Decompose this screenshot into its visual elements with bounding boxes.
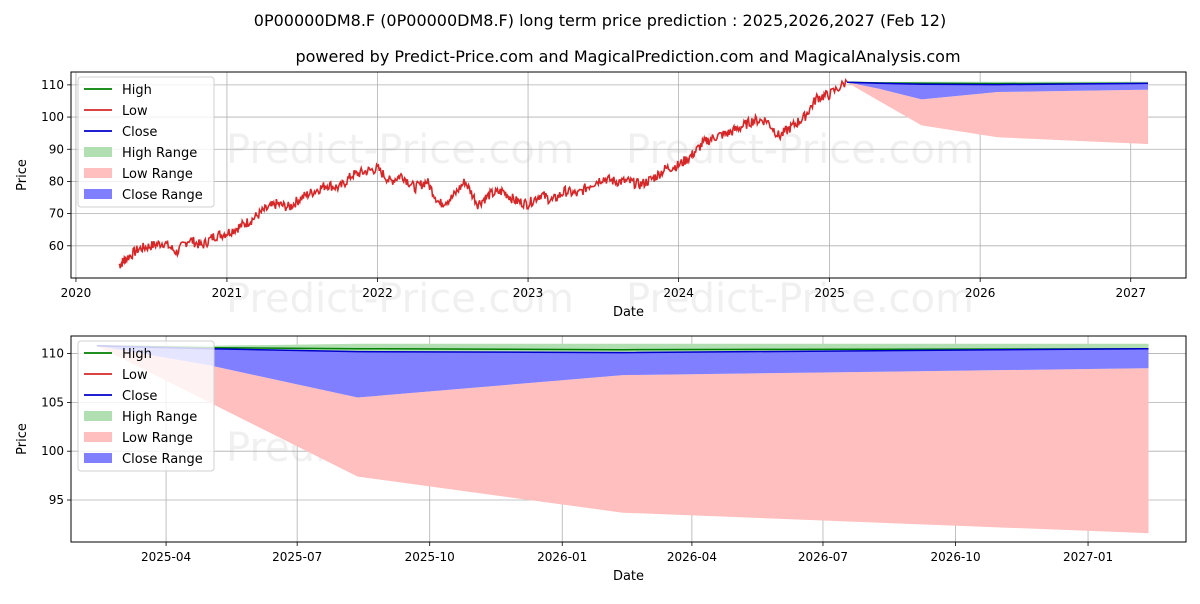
bottom-panel: Predict-Price.comPredict-Price.com2025-0…: [15, 335, 1187, 584]
legend-close-range-swatch: [84, 189, 112, 199]
y-tick-label: 100: [41, 110, 64, 124]
x-tick-label: 2026-01: [537, 550, 587, 564]
plot-area: [118, 77, 1149, 269]
x-tick-label: 2026-04: [667, 550, 717, 564]
legend-low-label: Low: [122, 104, 148, 119]
x-tick-label: 2022: [362, 286, 393, 300]
low-range-band: [846, 82, 1148, 145]
top-panel: Predict-Price.com Predict-Price.com Predic…: [15, 71, 1187, 322]
chart-title: 0P00000DM8.F (0P00000DM8.F) long term pr…: [254, 11, 946, 30]
close-range-band: [846, 82, 1148, 100]
y-tick-label: 95: [49, 493, 64, 507]
x-axis-label: Date: [613, 305, 644, 320]
y-tick-label: 105: [41, 395, 64, 409]
x-tick-label: 2021: [212, 286, 243, 300]
legend-close-range-label: Close Range: [122, 188, 203, 203]
legend-low-range-label: Low Range: [122, 431, 193, 446]
x-tick-label: 2024: [663, 286, 694, 300]
y-tick-label: 110: [41, 78, 64, 92]
legend-high-label: High: [122, 347, 152, 362]
legend-low-label: Low: [122, 368, 148, 383]
x-tick-label: 2025-07: [272, 550, 322, 564]
y-tick-label: 70: [49, 207, 64, 221]
y-axis-label: Price: [15, 423, 30, 455]
close-range-band: [96, 345, 1149, 398]
x-tick-label: 2025-10: [405, 550, 455, 564]
legend-low-range-swatch: [84, 432, 112, 442]
watermark-text: Predict-Price.com: [626, 127, 974, 173]
legend-high-range-swatch: [84, 411, 112, 421]
x-tick-label: 2025: [814, 286, 845, 300]
x-tick-label: 2027: [1115, 286, 1146, 300]
watermark-text: Predict-Price.com: [226, 276, 574, 322]
legend-close-range-label: Close Range: [122, 452, 203, 467]
legend-high-range-label: High Range: [122, 410, 197, 425]
legend-high-label: High: [122, 83, 152, 98]
x-tick-label: 2025-04: [141, 550, 191, 564]
y-tick-label: 80: [49, 174, 64, 188]
x-tick-label: 2026-10: [930, 550, 980, 564]
legend-close-range-swatch: [84, 453, 112, 463]
legend-low-range-swatch: [84, 168, 112, 178]
legend-low-range-label: Low Range: [122, 167, 193, 182]
y-tick-label: 60: [49, 239, 64, 253]
x-tick-label: 2026-07: [798, 550, 848, 564]
history-low-line: [118, 77, 848, 269]
watermark-text: Predict-Price.com: [226, 127, 574, 173]
chart-subtitle: powered by Predict-Price.com and Magical…: [295, 47, 960, 66]
y-tick-label: 110: [41, 347, 64, 361]
x-tick-label: 2023: [513, 286, 544, 300]
y-axis-label: Price: [15, 159, 30, 191]
legend-high-range-swatch: [84, 147, 112, 157]
y-tick-label: 90: [49, 142, 64, 156]
plot-area: [96, 343, 1149, 534]
legend-close-label: Close: [122, 125, 157, 140]
watermark-text: Predict-Price.com: [626, 276, 974, 322]
y-tick-label: 100: [41, 444, 64, 458]
plot-frame: [70, 71, 1187, 279]
low-range-band: [96, 345, 1149, 534]
plot-frame: [70, 335, 1187, 543]
x-tick-label: 2027-01: [1063, 550, 1113, 564]
legend-close-label: Close: [122, 389, 157, 404]
x-tick-label: 2026: [965, 286, 996, 300]
x-axis-label: Date: [613, 569, 644, 584]
close-line: [846, 81, 1149, 86]
x-tick-label: 2020: [61, 286, 92, 300]
legend-high-range-label: High Range: [122, 146, 197, 161]
